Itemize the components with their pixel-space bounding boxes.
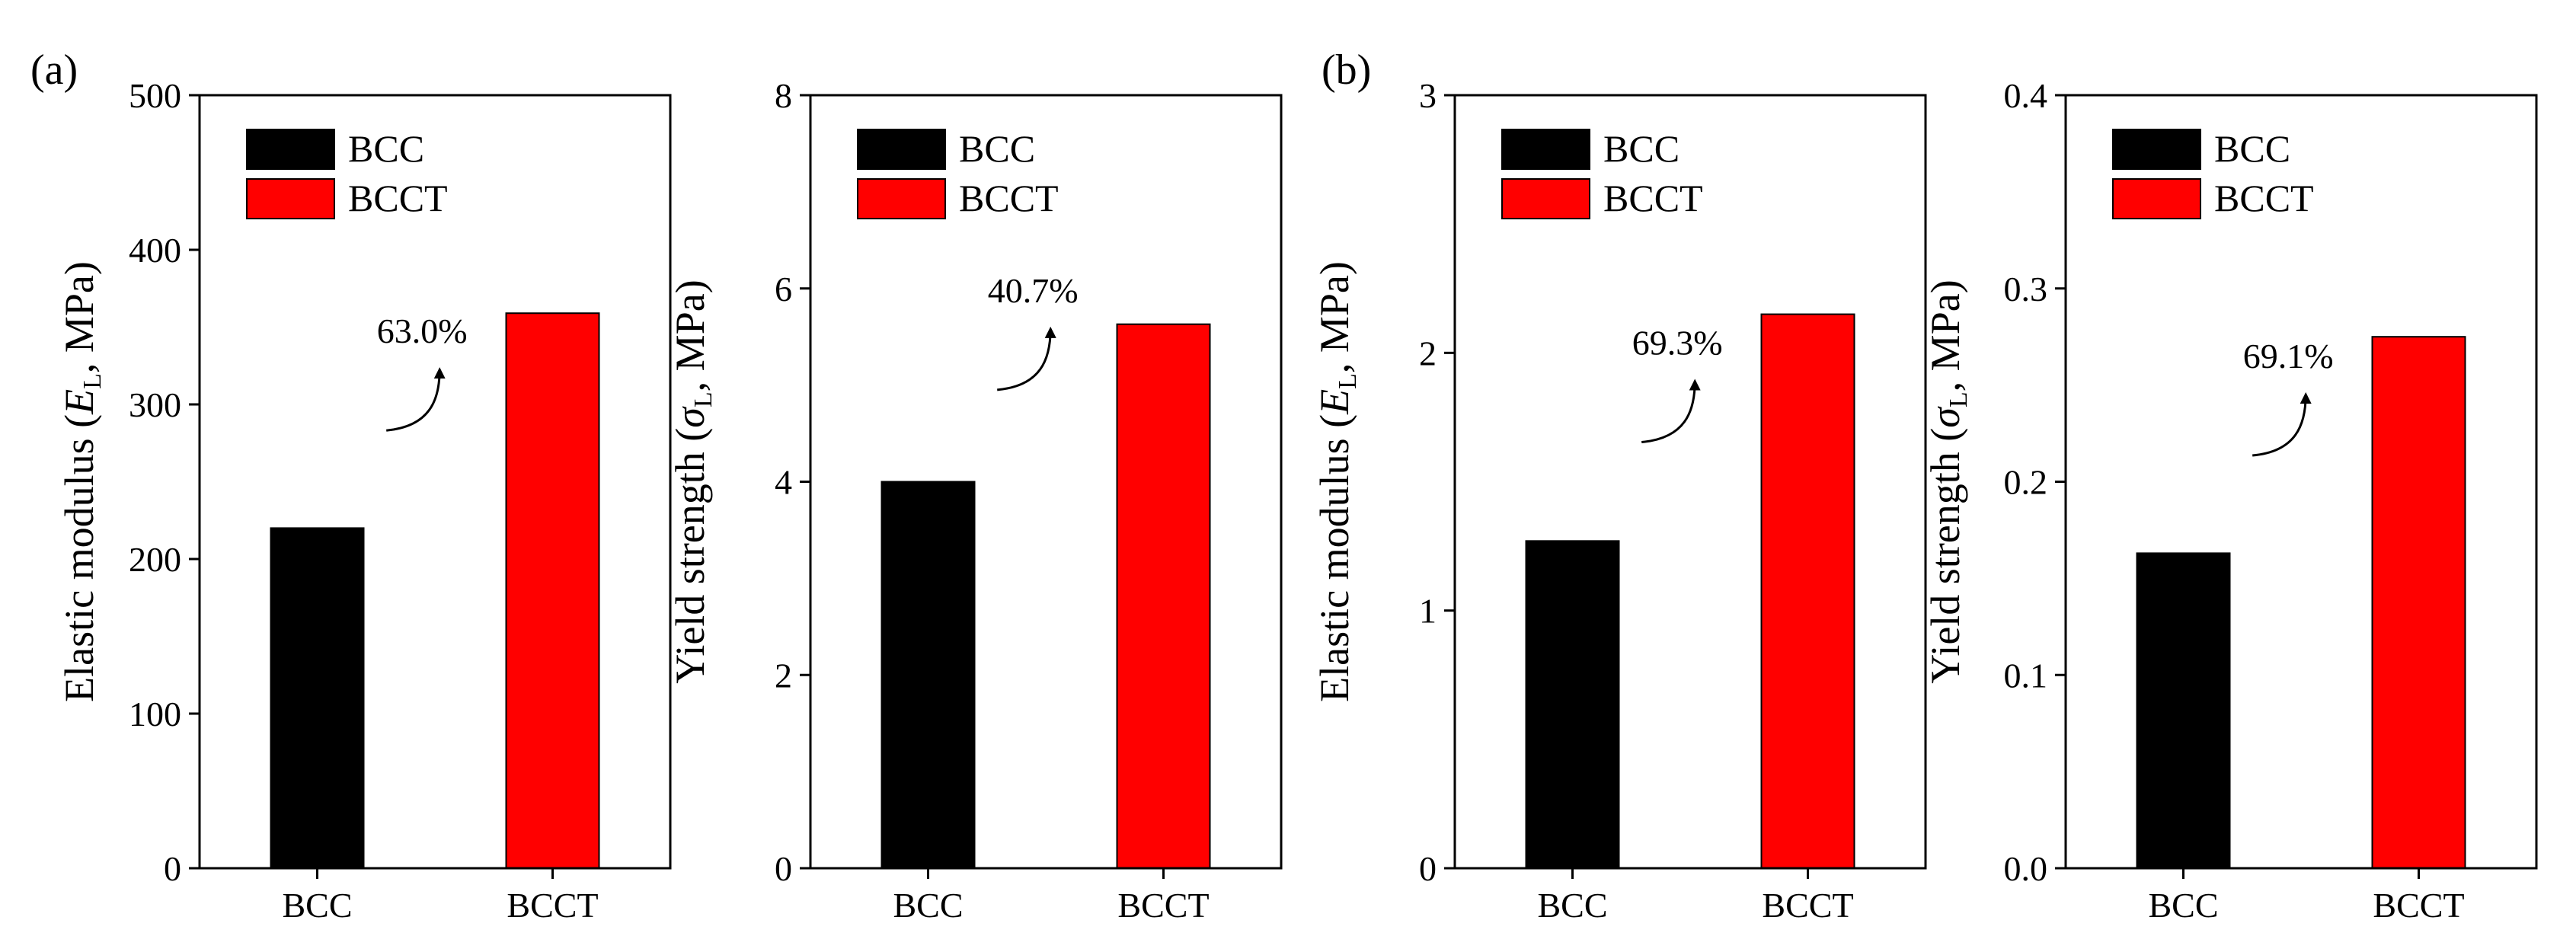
y-tick-label: 100 [129,695,181,733]
y-tick-label: 0 [1419,849,1437,888]
panel-label-b: (b) [1322,46,1371,94]
y-tick-label: 0.3 [2004,270,2048,308]
x-tick-label: BCCT [2373,886,2464,925]
bar-bcc [881,481,976,869]
x-tick-label: BCCT [507,886,598,925]
x-tick-label: BCCT [1117,886,1209,925]
bar-bcc [1525,540,1620,869]
x-tick-label: BCC [1537,886,1607,925]
legend-label-bcc: BCC [959,127,1035,170]
y-tick-label: 500 [129,76,181,115]
bar-bcc [2136,552,2231,869]
y-tick-label: 4 [775,463,792,502]
x-tick-label: BCC [893,886,963,925]
y-tick-label: 0.2 [2004,463,2048,502]
y-tick-label: 300 [129,385,181,424]
legend-label-bcc: BCC [1603,127,1680,170]
y-axis-label: Yield strength (σL, MPa) [667,280,718,683]
bar-bcct [1116,323,1211,870]
chart-3: 0 1 2 3 BCC BCCT Elastic modulus (EL, MPa) BCC B… [1312,76,1927,925]
legend-swatch-bcc [2112,129,2201,170]
x-tick-label: BCC [2148,886,2218,925]
percent-increase-label: 69.3% [1632,324,1723,363]
legend-swatch-bcc [1501,129,1590,170]
increase-arrow [2252,391,2312,457]
increase-arrow [1641,379,1701,444]
y-tick-label: 0 [164,849,181,888]
legend-swatch-bcct [1501,178,1590,219]
legend-label-bcc: BCC [348,127,424,170]
chart-2: 0 2 4 6 8 BCC BCCT Yield strength (σL, MPa) BCC B… [667,76,1283,925]
x-tick-label: BCCT [1762,886,1853,925]
y-tick-label: 3 [1419,76,1437,115]
legend-swatch-bcct [246,178,335,219]
bar-bcct [505,312,600,870]
legend-swatch-bcc [246,129,335,170]
chart-1: 0 100 200 300 400 500 BCC BCCT Elastic modulus (… [56,76,672,925]
bar-bcct [1760,313,1855,870]
percent-increase-label: 40.7% [988,271,1079,310]
y-tick-label: 2 [775,656,792,695]
x-tick-label: BCC [282,886,352,925]
y-tick-label: 0.4 [2004,76,2048,115]
y-tick-label: 400 [129,231,181,270]
y-tick-label: 6 [775,270,792,308]
percent-increase-label: 63.0% [377,311,468,350]
panel-label-a: (a) [30,46,78,94]
legend-label-bcc: BCC [2214,127,2290,170]
y-tick-label: 1 [1419,592,1437,631]
legend-swatch-bcct [857,178,946,219]
legend-label-bcct: BCCT [2214,177,2314,219]
y-tick-label: 0.0 [2004,849,2048,888]
bar-bcct [2371,336,2466,869]
legend-label-bcct: BCCT [348,177,448,219]
plot-frame [1453,94,1927,870]
chart-4: 0.0 0.1 0.2 0.3 0.4 BCC BCCT Yield strength (σL… [1922,76,2538,925]
legend-swatch-bcct [2112,178,2201,219]
y-tick-label: 0.1 [2004,656,2048,695]
y-tick-label: 2 [1419,334,1437,372]
legend-label-bcct: BCCT [959,177,1059,219]
legend-swatch-bcc [857,129,946,170]
y-axis-label: Elastic modulus (EL, MPa) [1312,261,1362,702]
bar-bcc [270,527,365,870]
plot-frame [198,94,672,870]
increase-arrow [997,326,1056,391]
y-axis-label: Elastic modulus (EL, MPa) [56,261,107,702]
y-tick-label: 200 [129,540,181,579]
legend-label-bcct: BCCT [1603,177,1703,219]
y-axis-label: Yield strength (σL, MPa) [1922,280,1973,683]
y-tick-label: 8 [775,76,792,115]
y-tick-label: 0 [775,849,792,888]
increase-arrow [386,367,446,432]
percent-increase-label: 69.1% [2243,337,2334,375]
